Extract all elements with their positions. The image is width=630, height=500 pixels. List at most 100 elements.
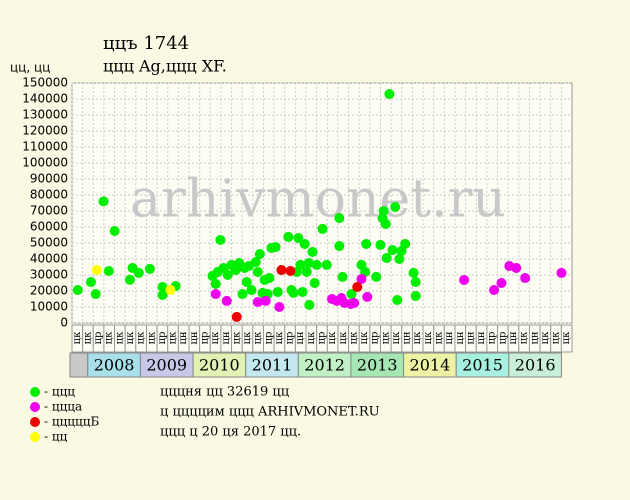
point [252, 297, 263, 308]
y-tick-label: 0 [60, 316, 68, 330]
period-label: цк [306, 331, 317, 344]
point [222, 270, 233, 280]
period-label: цк [551, 331, 562, 344]
y-tick-label: 140000 [22, 92, 68, 106]
period-label: цн [189, 331, 200, 344]
point [390, 202, 401, 212]
point [496, 278, 507, 288]
period-label: цн [295, 331, 306, 344]
year-label: 2008 [94, 356, 135, 375]
y-tick-label: 80000 [30, 188, 68, 202]
year-label: 2014 [410, 356, 451, 375]
point [321, 259, 332, 270]
period-label: цк [391, 331, 402, 344]
period-label: цк [114, 331, 125, 344]
point [144, 263, 155, 274]
point [556, 267, 567, 278]
period-label: цк [540, 331, 551, 344]
y-tick-label: 10000 [30, 300, 68, 314]
point [133, 267, 144, 278]
period-label: цр [370, 332, 381, 345]
point [346, 289, 357, 300]
y-tick-label: 130000 [22, 108, 68, 122]
point [520, 273, 531, 284]
period-label: цк [412, 331, 423, 344]
point [356, 274, 367, 284]
y-tick-label: 70000 [30, 204, 68, 218]
period-label: цк [380, 331, 391, 344]
point [299, 238, 310, 249]
point [394, 254, 405, 264]
point [241, 277, 252, 288]
point [264, 273, 275, 284]
point [85, 277, 96, 288]
period-label: цн [465, 331, 476, 344]
year-cell [508, 352, 562, 378]
period-label: цн [178, 331, 189, 344]
y-tick-label: 30000 [30, 268, 68, 282]
year-cell [192, 352, 247, 378]
period-label: цк [561, 331, 572, 344]
point [254, 249, 265, 260]
note: ццц ц 20 ця 2017 цц. [160, 425, 301, 440]
point [352, 282, 363, 292]
year-cell [87, 352, 141, 378]
period-label: цр [157, 332, 168, 345]
point [260, 295, 271, 306]
year-label: 2013 [357, 356, 398, 375]
period-label: цк [242, 331, 253, 344]
point [375, 239, 386, 250]
year-label: 2012 [304, 356, 345, 375]
point [381, 253, 392, 264]
legend-marker [30, 432, 40, 442]
point [295, 259, 306, 270]
point [400, 238, 411, 249]
year-cell [297, 352, 352, 378]
period-label: цк [338, 331, 349, 344]
period-label: цк [274, 331, 285, 344]
period-label: цк [519, 331, 530, 344]
year-label: 2010 [199, 356, 240, 375]
point [511, 262, 522, 273]
period-label: цк [348, 331, 359, 344]
period-label: цк [423, 331, 434, 344]
legend-marker [30, 387, 40, 397]
point [380, 218, 391, 229]
point [334, 241, 345, 252]
point [392, 294, 403, 305]
point [387, 245, 398, 256]
period-cell [560, 324, 573, 353]
point [250, 257, 261, 268]
point [221, 295, 232, 306]
year-cell [139, 352, 194, 378]
period-label: цк [359, 331, 370, 344]
point [210, 289, 221, 300]
point [246, 285, 257, 296]
point [307, 246, 318, 257]
point [91, 265, 102, 276]
point [410, 277, 421, 288]
year-label: 2016 [515, 356, 556, 375]
period-label: цн [221, 331, 232, 344]
period-label: цр [487, 332, 498, 345]
point [297, 286, 308, 297]
year-label: 2011 [252, 356, 293, 375]
period-label: цк [210, 331, 221, 344]
period-label: цк [82, 331, 93, 344]
point [270, 242, 281, 252]
point [215, 234, 226, 245]
chart-subtitle: ццц Ag,ццц XF. [103, 57, 227, 76]
year-label: 2009 [146, 356, 187, 375]
year-label: 2015 [462, 356, 503, 375]
y-tick-label: 50000 [30, 236, 68, 250]
y-tick-label: 60000 [30, 220, 68, 234]
note: цццня цц 32619 цц [160, 385, 289, 400]
point [378, 206, 389, 216]
point [408, 267, 419, 278]
plot-area [71, 82, 573, 324]
point [337, 271, 348, 282]
period-label: цк [231, 331, 242, 344]
legend-label: - ццц [44, 385, 75, 399]
point [303, 258, 314, 268]
